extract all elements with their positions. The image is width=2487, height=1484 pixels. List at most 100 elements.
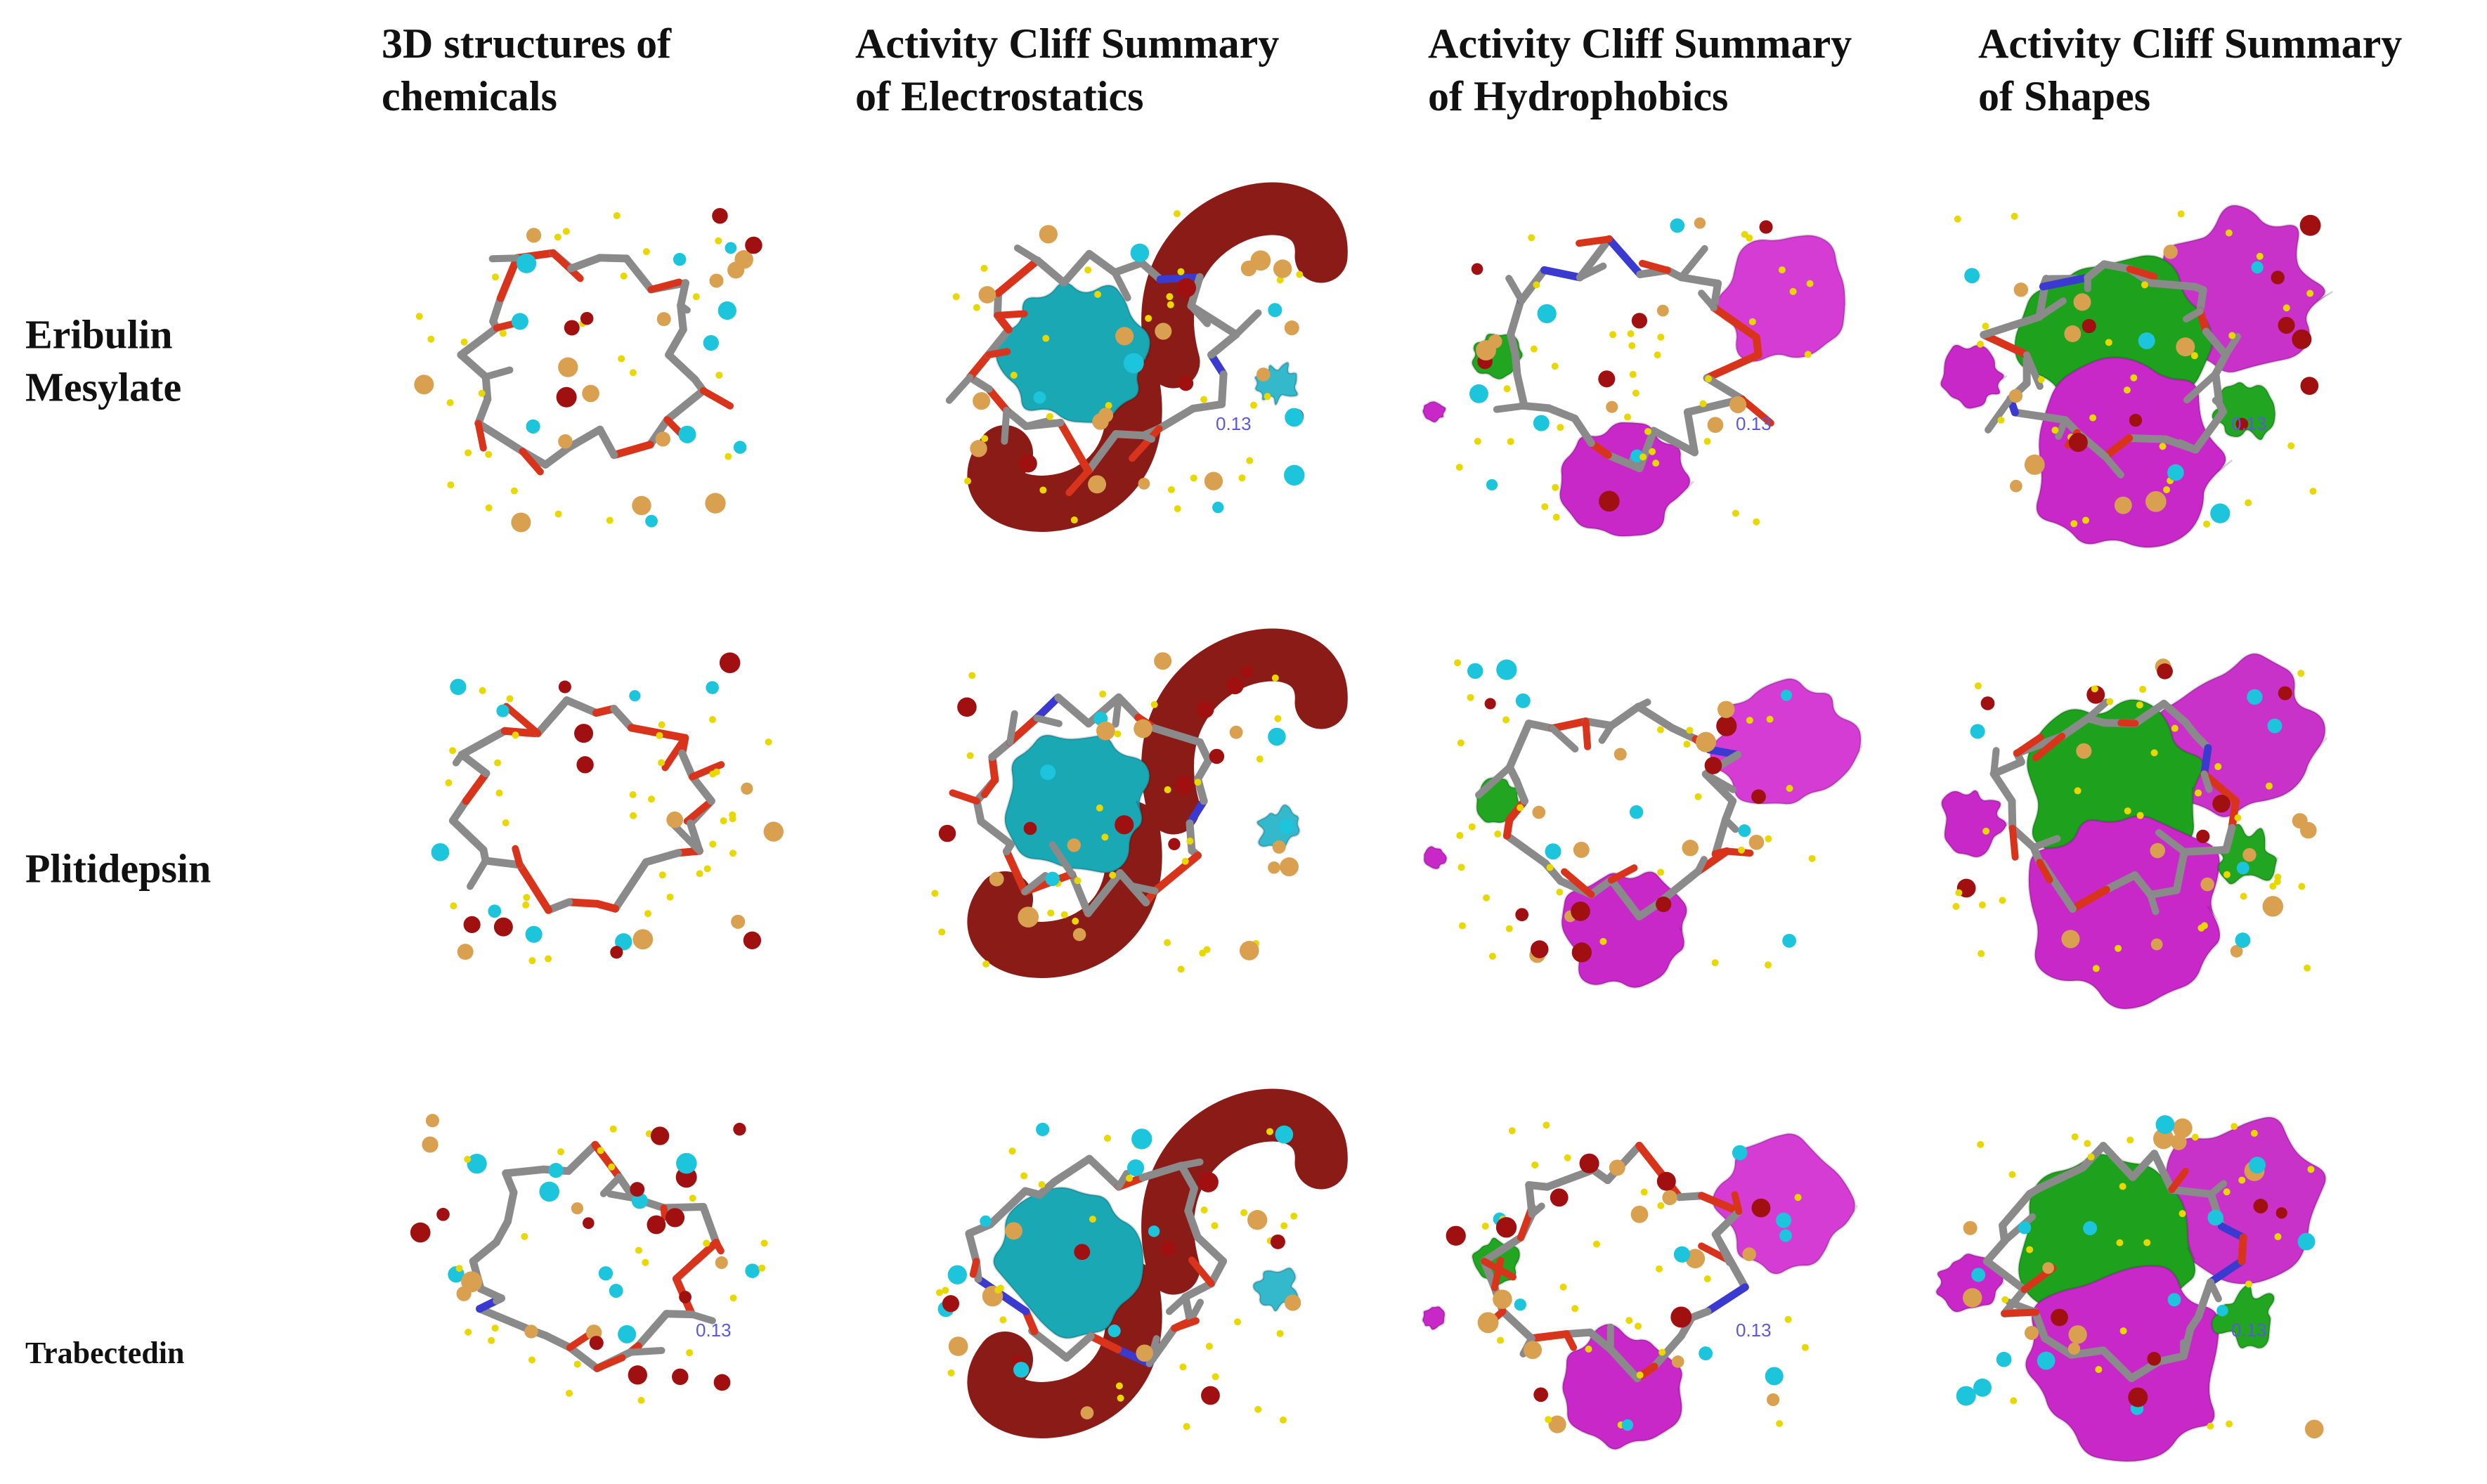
bond [1528, 1202, 1545, 1218]
electrostatic-surface [994, 281, 1151, 424]
bond [1084, 693, 1123, 728]
atom-sphere [2235, 932, 2251, 949]
bond [488, 254, 521, 263]
atom-sphere [2010, 1397, 2018, 1405]
bond [1540, 266, 1584, 282]
atom-sphere [2235, 417, 2249, 431]
atom-sphere [981, 435, 989, 443]
atom-sphere [656, 731, 663, 739]
bond [492, 1217, 512, 1247]
bond [611, 858, 650, 913]
atom-sphere [1047, 909, 1055, 917]
bond [596, 254, 630, 263]
structure-panel: 0.13 [945, 182, 1348, 532]
bond [1739, 396, 1774, 427]
atom-sphere [1952, 902, 1960, 910]
atom-sphere [1530, 345, 1538, 353]
bond [1187, 273, 1204, 310]
atom-sphere [1115, 1382, 1123, 1390]
bond [1193, 1233, 1228, 1265]
atom-sphere [1190, 474, 1197, 482]
atom-sphere [2071, 1133, 2079, 1140]
bond [1576, 262, 1607, 281]
atom-sphere [1609, 331, 1617, 339]
atom-sphere [1115, 815, 1134, 835]
atom-sphere [1528, 234, 1535, 242]
bond [2172, 847, 2188, 894]
bond [1571, 415, 1595, 448]
bond [1635, 698, 1651, 710]
atom-sphere [656, 312, 671, 327]
atom-sphere [989, 871, 1004, 887]
bond [457, 727, 509, 759]
atom-sphere [1148, 1225, 1160, 1237]
bond [1063, 1332, 1095, 1362]
bond [599, 1173, 623, 1197]
bond [1723, 847, 1754, 857]
bond [1054, 694, 1093, 728]
atom-sphere [2230, 944, 2243, 958]
bond [502, 703, 542, 737]
atom-sphere [982, 960, 990, 968]
bond [474, 395, 492, 428]
atom-sphere [1571, 942, 1592, 963]
atom-sphere [1531, 940, 1549, 958]
atom-sphere [1099, 690, 1107, 698]
bond [1548, 717, 1590, 733]
bond [2013, 734, 2044, 757]
atom-sphere [510, 487, 518, 495]
atom-sphere [2253, 1199, 2268, 1213]
bond [562, 696, 601, 717]
atom-sphere [1656, 1171, 1676, 1191]
atom-sphere [2190, 352, 2198, 360]
bond [2129, 1150, 2159, 1181]
atom-sphere [1280, 1222, 1288, 1230]
atom-sphere [485, 504, 493, 512]
distance-label: 0.13 [1736, 413, 1772, 434]
atom-sphere [1268, 727, 1286, 746]
atom-sphere [760, 1239, 768, 1247]
atom-sphere [647, 795, 655, 803]
atom-sphere [1654, 351, 1661, 359]
atom-sphere [1167, 301, 1174, 308]
hydrophobic-surface [1559, 421, 1694, 538]
atom-sphere [446, 399, 454, 407]
atom-sphere [725, 242, 737, 254]
atom-sphere [1446, 1225, 1466, 1246]
bond [1033, 256, 1068, 287]
bond [1184, 1206, 1202, 1242]
atom-sphere [2001, 1296, 2009, 1303]
atom-sphere [1080, 1406, 1094, 1420]
atom-sphere [2018, 1221, 2032, 1235]
atom-sphere [1074, 1244, 1091, 1261]
bond [2168, 1167, 2189, 1194]
bond [1156, 273, 1204, 284]
bond [2041, 1334, 2075, 1359]
bond [1582, 717, 1592, 750]
atom-sphere [1264, 393, 1271, 401]
atom-sphere [1126, 1159, 1145, 1177]
bond [2099, 1346, 2136, 1382]
structure-panel: 0.13 [1940, 204, 2334, 549]
atom-sphere [1200, 396, 1208, 403]
atom-sphere [758, 1264, 766, 1272]
atom-sphere [733, 441, 747, 454]
atom-sphere [2306, 289, 2314, 297]
bond [1171, 1317, 1200, 1332]
bond [642, 849, 682, 866]
bond [550, 249, 584, 282]
atom-sphere [673, 252, 687, 266]
atom-sphere [1173, 210, 1181, 218]
bond [564, 1140, 599, 1176]
atom-sphere [1779, 1229, 1793, 1242]
atom-sphere [686, 1349, 694, 1357]
atom-sphere [2171, 724, 2178, 732]
atom-sphere [1123, 353, 1144, 374]
atom-sphere [1469, 384, 1488, 403]
atom-sphere [2051, 427, 2059, 434]
atom-sphere [743, 931, 762, 950]
bond [2131, 699, 2168, 727]
atom-sphere [1284, 320, 1299, 336]
hydrophobic-surface [1716, 234, 1847, 363]
atom-sphere [1072, 918, 1079, 925]
